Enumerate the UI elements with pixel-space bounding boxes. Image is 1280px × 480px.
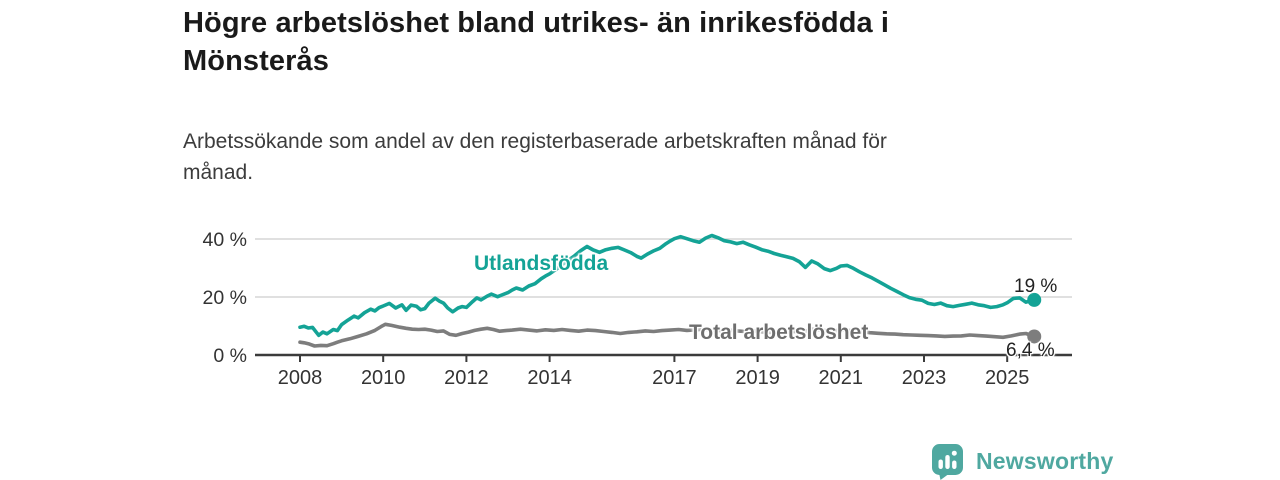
x-axis-tick-label: 2021 <box>819 367 864 389</box>
x-axis-tick-label: 2019 <box>735 367 780 389</box>
chart-subtitle: Arbetssökande som andel av den registerb… <box>183 130 887 184</box>
series-line-total <box>298 322 1036 348</box>
end-value-total: 6,4 % <box>1006 340 1055 361</box>
newsworthy-logo-text: Newsworthy <box>976 448 1114 474</box>
y-axis-tick-label: 40 % <box>203 229 247 251</box>
y-axis-tick-label: 0 % <box>213 345 247 367</box>
newsworthy-logo[interactable]: Newsworthy <box>931 443 1113 480</box>
newsworthy-chart-bubble-icon <box>932 444 963 480</box>
series-end-dot-utlandsfodda <box>1027 292 1042 307</box>
x-axis-tick-label: 2017 <box>652 367 697 389</box>
x-axis-tick-label: 2012 <box>444 367 489 389</box>
x-axis-tick-label: 2008 <box>278 367 323 389</box>
series-end-dot-total <box>1027 329 1042 344</box>
x-axis-tick-label: 2023 <box>902 367 947 389</box>
x-axis-tick-label: 2014 <box>527 367 572 389</box>
end-value-utlandsfodda: 19 % <box>1014 276 1058 297</box>
series-label-total-arbetsloshet: Total arbetslöshet <box>689 321 869 344</box>
x-axis-tick-label: 2025 <box>985 367 1030 389</box>
series-line-utlandsfodda <box>298 233 1036 338</box>
page-title: Högre arbetslöshet bland utrikes- än inr… <box>183 7 890 77</box>
y-axis-tick-label: 20 % <box>203 287 247 309</box>
x-axis-tick-label: 2010 <box>361 367 406 389</box>
series-label-utlandsfodda: Utlandsfödda <box>474 252 609 275</box>
